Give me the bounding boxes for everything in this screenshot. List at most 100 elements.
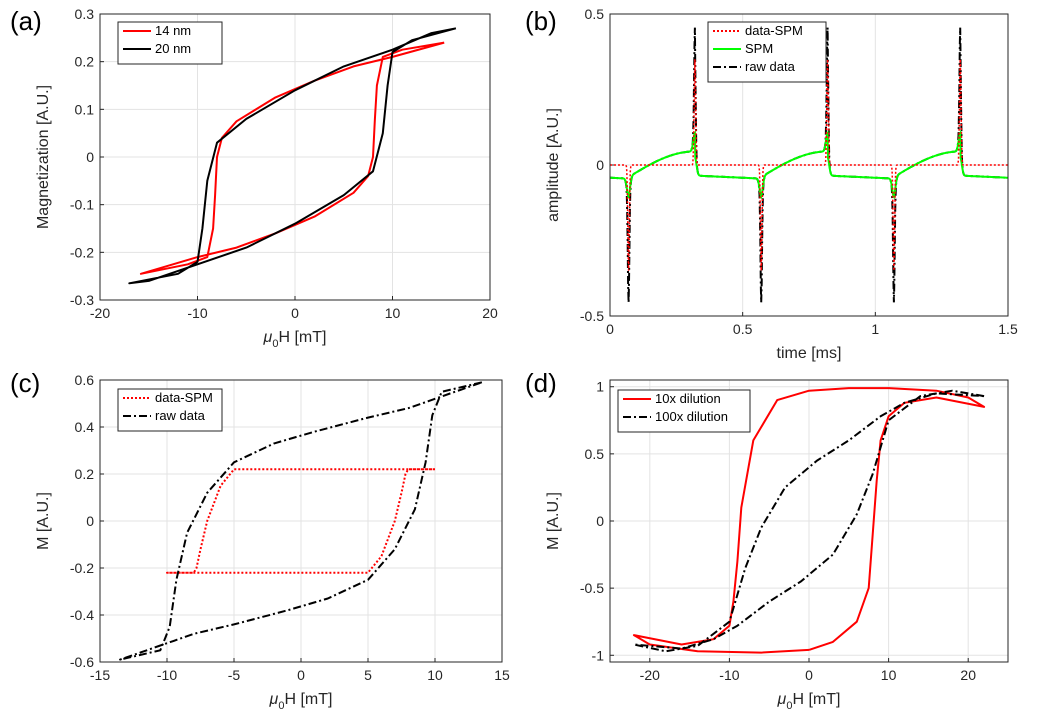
y-axis-label: Magnetization [A.U.]	[35, 85, 52, 229]
x-axis-label: time [ms]	[777, 345, 842, 362]
legend-entry: raw data	[155, 408, 206, 423]
series-group	[632, 387, 986, 654]
x-tick-label: -10	[157, 667, 177, 683]
x-tick-label: 5	[364, 667, 372, 683]
x-axis-label-text: H [mT]	[278, 329, 326, 346]
y-tick-label: 0.1	[75, 101, 95, 117]
x-axis-label-text: H [mT]	[792, 691, 840, 708]
y-tick-label: -0.5	[580, 308, 604, 324]
x-tick-label: -20	[640, 667, 660, 683]
y-tick-label: 0.5	[585, 6, 605, 22]
x-tick-label: 0	[606, 321, 614, 337]
x-tick-label: 1.5	[998, 321, 1018, 337]
y-tick-label: 0.4	[75, 419, 95, 435]
x-tick-label: -10	[719, 667, 739, 683]
legend: 14 nm 20 nm	[117, 21, 223, 65]
legend-entry: raw data	[745, 59, 796, 74]
panel-label: (c)	[10, 368, 40, 398]
x-tick-label: 10	[881, 667, 897, 683]
y-tick-label: 1	[596, 379, 604, 395]
series-line-10x-dilution	[632, 387, 986, 654]
series-line-data-SPM	[610, 59, 1008, 271]
series-group	[119, 381, 483, 661]
y-tick-label: 0	[86, 513, 94, 529]
x-tick-label: -20	[90, 305, 110, 321]
y-tick-label: -0.1	[70, 197, 94, 213]
y-axis-label: amplitude [A.U.]	[545, 108, 562, 222]
x-axis-label: μ0H [mT]	[269, 691, 333, 712]
x-axis-label-subscript: 0	[278, 700, 284, 712]
y-tick-label: -0.2	[70, 560, 94, 576]
x-tick-label: 10	[427, 667, 443, 683]
x-tick-label: 0	[291, 305, 299, 321]
panel-a: (a)-20 -10 0 10 20-0.3-0.2-0.100.10.20.3μ0H …	[10, 6, 498, 350]
y-tick-label: -0.3	[70, 292, 94, 308]
x-tick-label: 20	[482, 305, 498, 321]
y-tick-label: 0	[86, 149, 94, 165]
x-axis-label-subscript: 0	[272, 338, 278, 350]
series-group	[128, 27, 457, 285]
y-tick-label: -0.6	[70, 654, 94, 670]
y-axis-label: M [A.U.]	[545, 492, 562, 550]
y-tick-label: -0.2	[70, 244, 94, 260]
x-axis-label: μ0H [mT]	[263, 329, 327, 350]
x-tick-label: -5	[228, 667, 241, 683]
legend: data-SPM SPM raw data	[707, 21, 827, 83]
series-line-14-nm	[139, 41, 445, 275]
series-line-data-SPM	[166, 468, 435, 574]
axes-frame	[609, 379, 1009, 663]
y-axis-label: M [A.U.]	[35, 492, 52, 550]
x-tick-label: 15	[494, 667, 510, 683]
y-tick-label: 0	[596, 157, 604, 173]
x-tick-label: -15	[90, 667, 110, 683]
y-tick-label: 0	[596, 513, 604, 529]
x-tick-label: 10	[385, 305, 401, 321]
legend-box	[117, 21, 223, 65]
legend-entry: 100x dilution	[655, 409, 728, 424]
legend-entry: 14 nm	[155, 23, 191, 38]
legend-box	[117, 388, 223, 432]
legend-entry: 10x dilution	[655, 391, 721, 406]
panel-label: (a)	[10, 6, 42, 36]
x-axis-label-text: H [mT]	[284, 691, 332, 708]
legend-entry: 20 nm	[155, 41, 191, 56]
x-tick-label: 0	[297, 667, 305, 683]
axes-frame	[99, 379, 503, 663]
y-tick-label: 0.2	[75, 466, 95, 482]
x-axis-label-symbol: μ	[777, 691, 787, 708]
axes-frame	[609, 13, 1009, 317]
y-tick-label: -0.4	[70, 607, 94, 623]
series-line-raw-data	[119, 381, 483, 661]
legend-entry: data-SPM	[155, 390, 213, 405]
legend-entry: SPM	[745, 41, 773, 56]
x-axis-label-symbol: μ	[269, 691, 279, 708]
x-tick-label: 20	[960, 667, 976, 683]
x-axis-label: μ0H [mT]	[777, 691, 841, 712]
legend-box	[617, 389, 751, 433]
x-tick-label: 0.5	[733, 321, 753, 337]
y-tick-label: 0.6	[75, 372, 95, 388]
legend: 10x dilution 100x dilution	[617, 389, 751, 433]
x-tick-label: 1	[871, 321, 879, 337]
y-tick-label: 0.5	[585, 446, 605, 462]
series-group	[610, 27, 1008, 303]
series-line-100x-dilution	[632, 389, 985, 653]
y-tick-label: -1	[592, 647, 605, 663]
y-tick-label: -0.5	[580, 580, 604, 596]
legend-box	[707, 21, 827, 83]
x-axis-label-subscript: 0	[786, 700, 792, 712]
panel-c: (c) -15 -10 -5 0 5 10 15 -0.6 -0.4 -0.2 0 0.2 0.4 0.6 μ…	[10, 368, 510, 712]
y-tick-label: 0.3	[75, 6, 95, 22]
panel-label: (b)	[525, 6, 557, 36]
series-line-SPM	[610, 129, 1008, 200]
axes-frame	[99, 13, 491, 301]
y-tick-label: 0.2	[75, 54, 95, 70]
x-tick-label: 0	[805, 667, 813, 683]
legend-entry: data-SPM	[745, 23, 803, 38]
x-axis-label-symbol: μ	[263, 329, 273, 346]
series-line-20-nm	[128, 27, 457, 285]
x-tick-label: -10	[187, 305, 207, 321]
